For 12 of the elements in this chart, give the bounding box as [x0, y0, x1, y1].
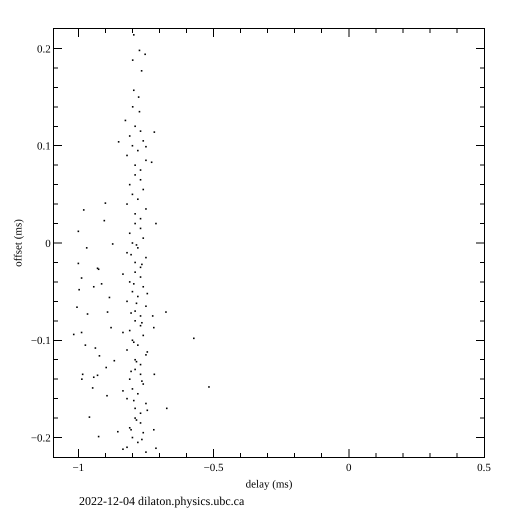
x-tick-label: −0.5	[204, 462, 224, 474]
x-axis-title: delay (ms)	[246, 478, 293, 490]
x-tick-label: −1	[72, 462, 84, 474]
text: 2022-12-04 dilaton.physics.ubc.ca	[79, 494, 245, 508]
y-tick-label: 0	[45, 238, 52, 250]
y-tick-label: 0.1	[37, 140, 51, 153]
y-tick-label: 0.2	[37, 43, 51, 56]
y-tick-label: −0.2	[30, 432, 51, 444]
y-tick-label: −0.1	[30, 335, 51, 348]
x-tick-label: 0	[346, 462, 352, 474]
y-axis-title: offset (ms)	[12, 218, 24, 267]
x-tick-label: 0.5	[477, 462, 492, 474]
